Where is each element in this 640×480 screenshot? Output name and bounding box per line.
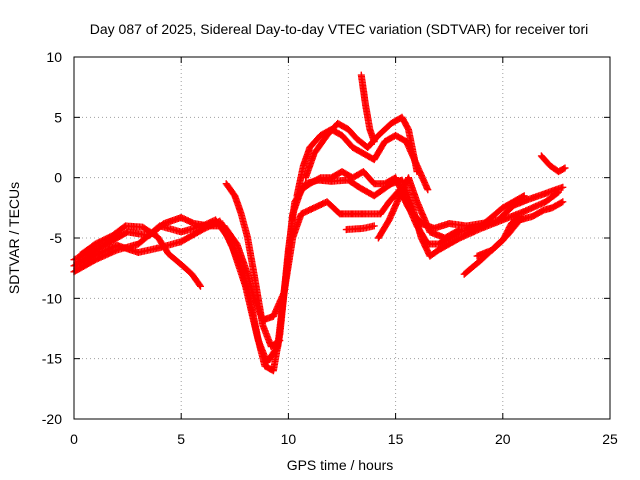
x-tick-label: 25 xyxy=(602,431,618,447)
x-tick-label: 15 xyxy=(388,431,404,447)
y-tick-label: -10 xyxy=(42,290,62,306)
data-point xyxy=(197,282,204,290)
grid-lines xyxy=(74,57,610,419)
series-track-5 xyxy=(222,180,284,351)
y-tick-label: 0 xyxy=(54,170,62,186)
series-track-9 xyxy=(342,222,378,234)
data-point xyxy=(558,199,565,207)
data-point xyxy=(456,226,464,234)
data-point xyxy=(515,213,523,221)
x-tick-label: 5 xyxy=(177,431,185,447)
data-point xyxy=(276,337,284,345)
axis-ticks: 0 5 10 15 20 25 -20 -15 -10 -5 0 5 10 xyxy=(42,49,618,447)
x-tick-label: 20 xyxy=(495,431,511,447)
series-track-8 xyxy=(357,71,378,145)
y-tick-label: -5 xyxy=(50,230,63,246)
data-point xyxy=(413,168,421,176)
data-series xyxy=(70,71,569,375)
y-tick-label: 10 xyxy=(46,49,62,65)
x-tick-label: 0 xyxy=(70,431,78,447)
data-point xyxy=(424,186,432,194)
data-point xyxy=(561,164,569,172)
y-axis-label: SDTVAR / TECUs xyxy=(6,182,22,294)
data-point xyxy=(559,183,567,191)
chart-title: Day 087 of 2025, Sidereal Day-to-day VTE… xyxy=(90,21,589,37)
series-track-4 xyxy=(76,222,204,290)
data-point xyxy=(370,138,378,145)
data-point xyxy=(516,212,524,220)
x-tick-label: 10 xyxy=(281,431,297,447)
y-tick-label: -20 xyxy=(42,411,62,427)
y-tick-label: -15 xyxy=(42,351,62,367)
series-track-12 xyxy=(473,212,524,260)
series-track-13 xyxy=(537,152,569,176)
series-track-3 xyxy=(70,183,567,324)
y-tick-label: 5 xyxy=(54,109,62,125)
series-track-10 xyxy=(374,174,464,242)
data-point xyxy=(559,198,567,206)
x-axis-label: GPS time / hours xyxy=(287,457,394,473)
data-point xyxy=(275,337,283,345)
data-point xyxy=(196,281,204,289)
data-point xyxy=(370,222,378,230)
